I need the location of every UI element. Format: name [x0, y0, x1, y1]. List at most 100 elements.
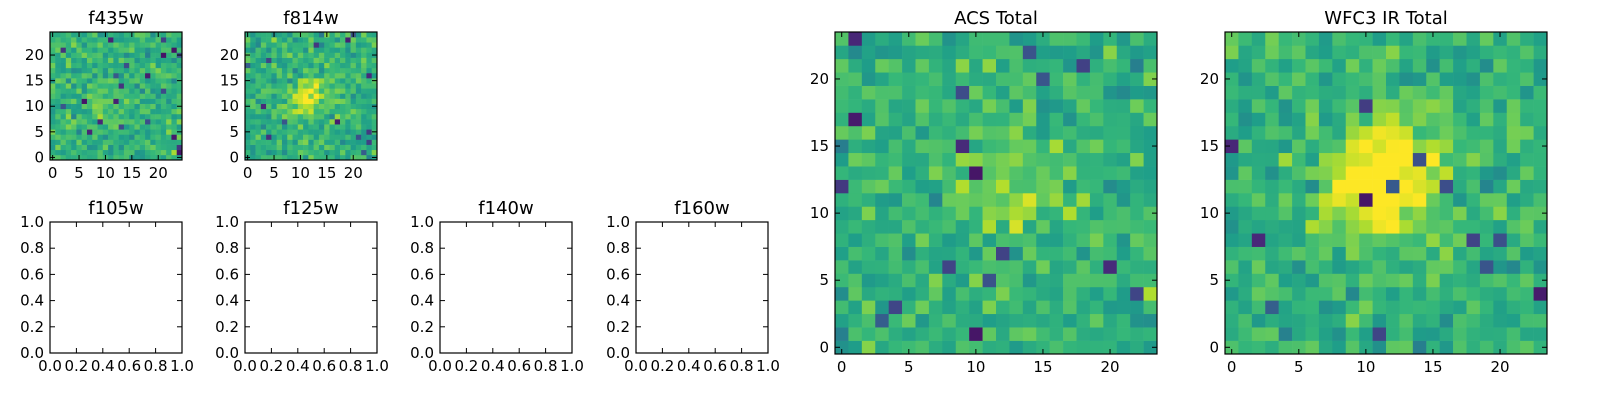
heatmap-cell — [1345, 45, 1360, 60]
heatmap-cell — [982, 273, 997, 288]
heatmap-cell — [1143, 99, 1158, 113]
heatmap-cell — [982, 286, 997, 301]
heatmap-cell — [65, 119, 72, 125]
heatmap-cell — [176, 149, 183, 156]
heatmap-cell — [861, 32, 876, 46]
heatmap-cell — [92, 108, 98, 115]
heatmap-cell — [81, 103, 88, 110]
heatmap-cell — [1506, 219, 1521, 234]
heatmap-cell — [150, 98, 156, 104]
heatmap-cell — [350, 129, 357, 135]
heatmap-cell — [81, 113, 88, 120]
heatmap-cell — [271, 57, 277, 64]
heatmap-cell — [915, 139, 930, 154]
heatmap-cell — [350, 113, 357, 120]
heatmap-cell — [955, 260, 970, 274]
heatmap-cell — [1076, 166, 1091, 180]
heatmap-cell — [1453, 166, 1467, 180]
heatmap-cell — [982, 99, 997, 113]
heatmap-cell — [340, 83, 346, 89]
heatmap-cell — [1036, 32, 1050, 46]
heatmap-cell — [1520, 166, 1534, 180]
heatmap-cell — [371, 124, 378, 130]
heatmap-cell — [308, 134, 314, 140]
heatmap-cell — [1076, 327, 1091, 341]
heatmap-cell — [1225, 139, 1239, 154]
heatmap-cell — [366, 57, 373, 64]
heatmap-cell — [81, 32, 88, 38]
heatmap-cell — [1479, 313, 1494, 328]
heatmap-cell — [1305, 166, 1320, 180]
heatmap-cell — [166, 108, 172, 115]
heatmap-cell — [1076, 99, 1091, 113]
heatmap-cell — [313, 113, 320, 120]
heatmap-cell — [276, 37, 283, 43]
heatmap-cell — [292, 149, 299, 156]
heatmap-cell — [340, 78, 346, 84]
heatmap-cell — [345, 134, 351, 140]
heatmap-cell — [861, 45, 876, 60]
heatmap-cell — [303, 78, 309, 84]
heatmap-cell — [260, 47, 267, 53]
heatmap-cell — [928, 125, 943, 140]
heatmap-cell — [1533, 72, 1548, 86]
heatmap-cell — [71, 113, 77, 120]
heatmap-cell — [1238, 219, 1253, 234]
heatmap-cell — [60, 113, 67, 120]
heatmap-cell — [334, 144, 341, 151]
heatmap-cell — [176, 62, 183, 69]
heatmap-cell — [245, 72, 251, 79]
heatmap-cell — [292, 32, 299, 38]
heatmap-cell — [1520, 152, 1534, 167]
heatmap-cell — [1225, 327, 1239, 341]
heatmap-cell — [102, 124, 109, 130]
heatmap-cell — [1103, 112, 1118, 127]
heatmap-cell — [1493, 99, 1508, 113]
heatmap-cell — [176, 108, 183, 115]
heatmap-cell — [313, 139, 320, 145]
heatmap-cell — [969, 300, 983, 315]
heatmap-cell — [848, 286, 863, 301]
heatmap-cell — [1251, 300, 1266, 315]
heatmap-cell — [1412, 313, 1427, 328]
y-tick-label: 0 — [819, 338, 829, 356]
x-tick-label: 20 — [344, 164, 363, 182]
heatmap-cell — [1479, 99, 1494, 113]
heatmap-cell — [276, 93, 283, 99]
heatmap-cell — [1116, 300, 1131, 315]
heatmap-cell — [928, 72, 943, 86]
heatmap-cell — [1116, 246, 1131, 261]
heatmap-cell — [113, 113, 119, 120]
heatmap-cell — [915, 166, 930, 180]
heatmap-cell — [1453, 233, 1467, 247]
heatmap-cell — [1089, 219, 1104, 234]
heatmap-cell — [366, 83, 373, 89]
heatmap-cell — [318, 93, 325, 99]
heatmap-cell — [1372, 58, 1387, 73]
heatmap-cell — [1076, 58, 1091, 73]
heatmap-cell — [260, 113, 267, 120]
heatmap-cell — [255, 47, 262, 53]
heatmap-cell — [271, 124, 277, 130]
heatmap-cell — [281, 67, 288, 74]
heatmap-cell — [145, 67, 151, 74]
heatmap-cell — [955, 300, 970, 315]
heatmap-cell — [250, 78, 256, 84]
heatmap-cell — [81, 139, 88, 145]
heatmap-cell — [1466, 72, 1481, 86]
heatmap-cell — [955, 193, 970, 207]
heatmap-cell — [308, 72, 314, 79]
heatmap-cell — [113, 144, 119, 151]
heatmap-cell — [1238, 166, 1253, 180]
heatmap-cell — [329, 93, 336, 99]
heatmap-cell — [313, 67, 320, 74]
heatmap-cell — [1292, 340, 1306, 355]
y-tick-label: 1.0 — [410, 213, 434, 231]
heatmap-cell — [271, 149, 277, 156]
heatmap-cell — [281, 144, 288, 151]
heatmap-cell — [76, 47, 82, 53]
heatmap-cell — [134, 32, 141, 38]
heatmap-cell — [1318, 72, 1333, 86]
